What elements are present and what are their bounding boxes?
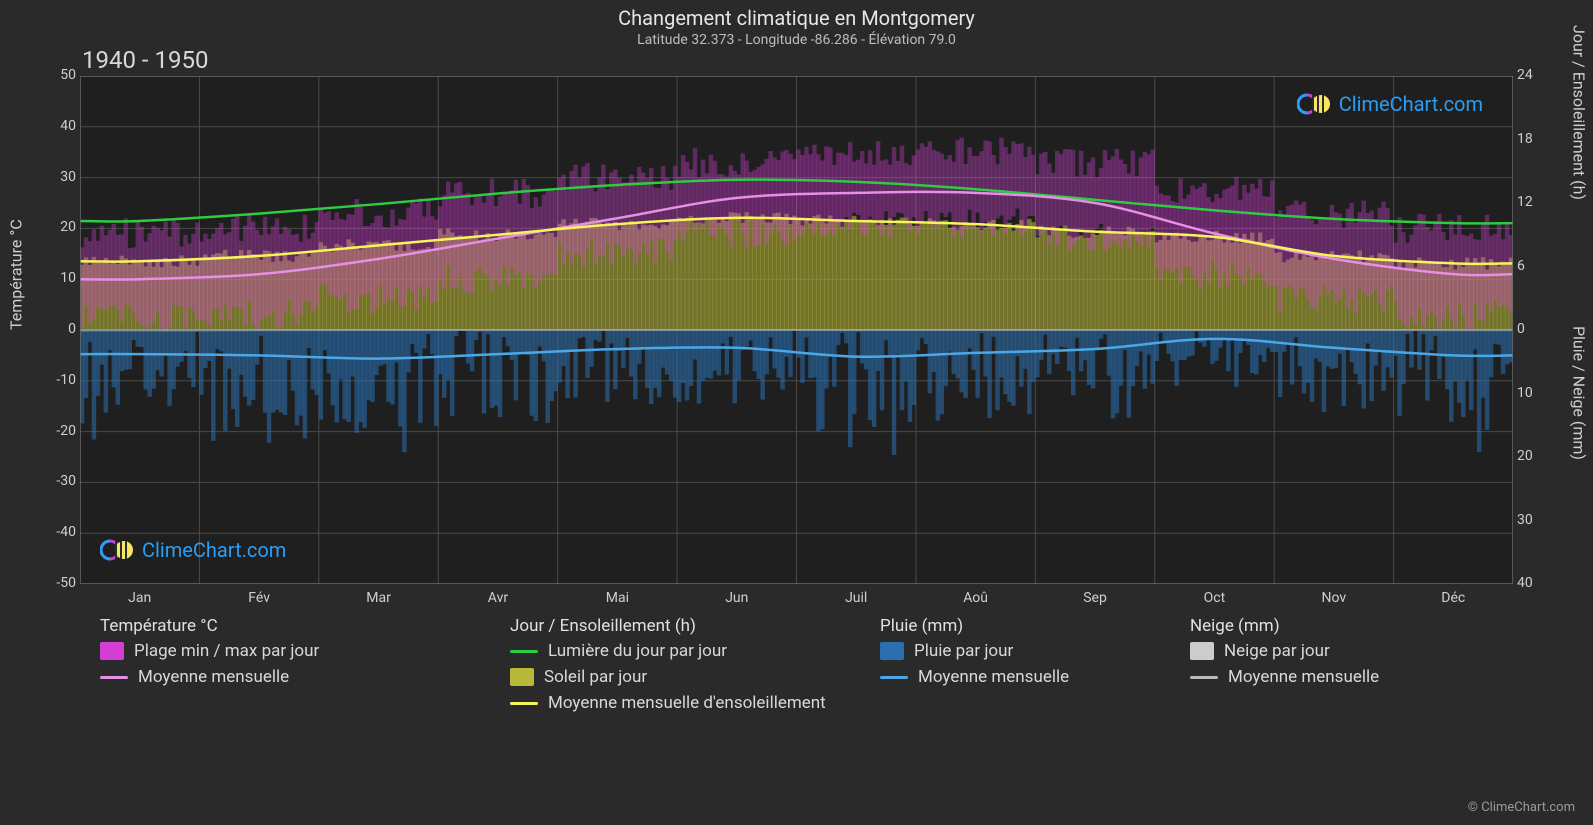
legend-item: Lumière du jour par jour [510, 638, 870, 664]
y-axis-right-bot-label: Pluie / Neige (mm) [1570, 326, 1589, 460]
legend-col-temp: Température °C Plage min / max par jour M… [100, 616, 500, 716]
legend-item: Moyenne mensuelle [100, 664, 500, 690]
xtick-month: Jan [128, 590, 151, 606]
period-label: 1940 - 1950 [82, 46, 208, 74]
legend-col-title: Pluie (mm) [880, 616, 1180, 636]
ytick-right-hours: 0 [1517, 321, 1545, 337]
xtick-month: Mai [606, 590, 629, 606]
ytick-right-mm: 10 [1517, 385, 1545, 401]
xtick-month: Déc [1441, 590, 1465, 606]
legend-item: Neige par jour [1190, 638, 1490, 664]
legend-item: Moyenne mensuelle d'ensoleillement [510, 690, 870, 716]
xtick-month: Oct [1204, 590, 1226, 606]
chart-root: Changement climatique en Montgomery Lati… [0, 0, 1593, 825]
plot-svg [80, 76, 1513, 584]
ytick-right-mm: 20 [1517, 448, 1545, 464]
ytick-right-mm: 40 [1517, 575, 1545, 591]
legend-item-label: Moyenne mensuelle [138, 667, 289, 687]
xtick-month: Juil [845, 590, 867, 606]
legend-box-swatch [1190, 642, 1214, 660]
chart-title: Changement climatique en Montgomery [0, 6, 1593, 30]
legend-item-label: Soleil par jour [544, 667, 647, 687]
legend-item-label: Moyenne mensuelle [1228, 667, 1379, 687]
legend-item: Moyenne mensuelle [1190, 664, 1490, 690]
xtick-month: Mar [366, 590, 391, 606]
ytick-left: 40 [50, 118, 76, 134]
legend-line-swatch [880, 676, 908, 679]
ytick-left: -40 [50, 524, 76, 540]
ytick-right-hours: 24 [1517, 67, 1545, 83]
xtick-month: Avr [488, 590, 508, 606]
ytick-right-hours: 12 [1517, 194, 1545, 210]
chart-subtitle: Latitude 32.373 - Longitude -86.286 - Él… [0, 32, 1593, 48]
legend-line-swatch [100, 676, 128, 679]
ytick-right-mm: 30 [1517, 512, 1545, 528]
legend-item-label: Neige par jour [1224, 641, 1330, 661]
legend-col-snow: Neige (mm) Neige par jour Moyenne mensuel… [1190, 616, 1490, 716]
legend-item: Moyenne mensuelle [880, 664, 1180, 690]
legend-box-swatch [100, 642, 124, 660]
y-axis-left-label: Température °C [7, 219, 26, 330]
xtick-month: Sep [1083, 590, 1107, 606]
ytick-left: 30 [50, 169, 76, 185]
xtick-month: Nov [1322, 590, 1347, 606]
legend-item-label: Plage min / max par jour [134, 641, 319, 661]
ytick-left: 20 [50, 219, 76, 235]
legend: Température °C Plage min / max par jour M… [100, 616, 1533, 716]
legend-col-title: Neige (mm) [1190, 616, 1490, 636]
copyright: © ClimeChart.com [1468, 800, 1575, 815]
plot-area [80, 76, 1513, 584]
legend-item-label: Moyenne mensuelle d'ensoleillement [548, 693, 826, 713]
xtick-month: Aoû [963, 590, 988, 606]
legend-col-sun: Jour / Ensoleillement (h) Lumière du jou… [510, 616, 870, 716]
ytick-right-hours: 18 [1517, 131, 1545, 147]
legend-item-label: Moyenne mensuelle [918, 667, 1069, 687]
xtick-month: Jun [725, 590, 748, 606]
ytick-left: -10 [50, 372, 76, 388]
legend-line-swatch [510, 650, 538, 653]
y-axis-right-top-label: Jour / Ensoleillement (h) [1570, 25, 1589, 200]
legend-item: Plage min / max par jour [100, 638, 500, 664]
ytick-left: -20 [50, 423, 76, 439]
legend-box-swatch [510, 668, 534, 686]
legend-item: Soleil par jour [510, 664, 870, 690]
ytick-right-hours: 6 [1517, 258, 1545, 274]
legend-item: Pluie par jour [880, 638, 1180, 664]
ytick-left: -30 [50, 473, 76, 489]
legend-item-label: Pluie par jour [914, 641, 1013, 661]
legend-col-title: Température °C [100, 616, 500, 636]
ytick-left: -50 [50, 575, 76, 591]
xtick-month: Fév [248, 590, 270, 606]
ytick-left: 50 [50, 67, 76, 83]
legend-box-swatch [880, 642, 904, 660]
legend-line-swatch [1190, 676, 1218, 679]
ytick-left: 0 [50, 321, 76, 337]
legend-col-title: Jour / Ensoleillement (h) [510, 616, 870, 636]
legend-line-swatch [510, 702, 538, 705]
legend-item-label: Lumière du jour par jour [548, 641, 727, 661]
legend-col-rain: Pluie (mm) Pluie par jour Moyenne mensuel… [880, 616, 1180, 716]
ytick-left: 10 [50, 270, 76, 286]
